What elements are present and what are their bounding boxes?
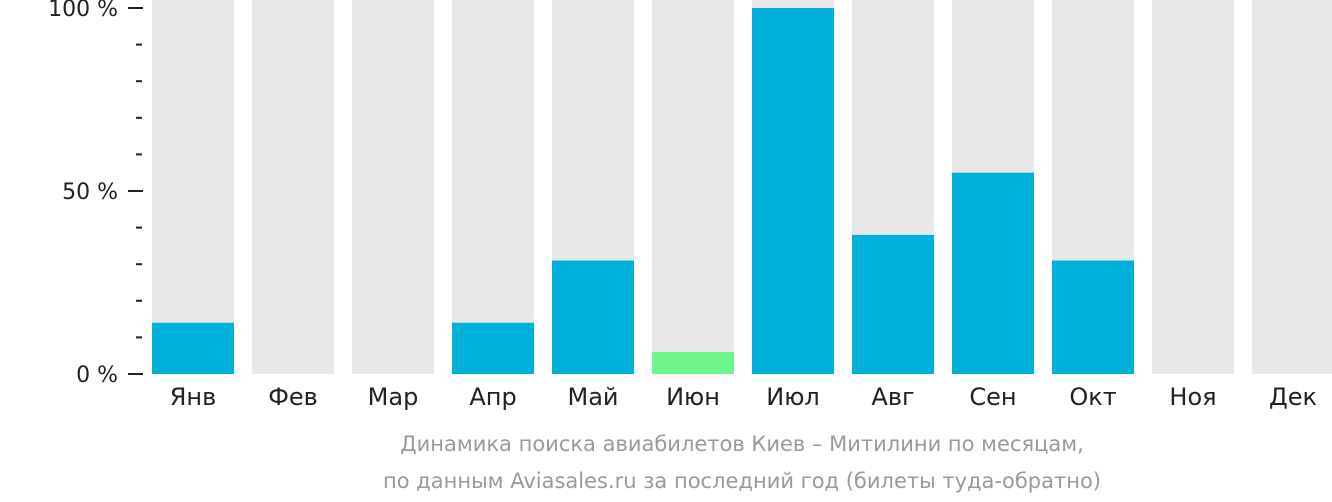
bar-track-group [152,0,1332,374]
bar [952,172,1034,374]
x-tick-label: Ноя [1169,383,1216,411]
x-tick-label: Май [567,383,618,411]
bar [152,322,234,374]
caption-line-2: по данным Aviasales.ru за последний год … [383,469,1101,493]
y-tick-label: 100 % [48,0,118,22]
x-tick-label: Июл [766,383,820,411]
bar-track [252,0,334,374]
bar-track [152,0,234,374]
x-tick-label: Янв [170,383,217,411]
x-tick-label: Дек [1269,383,1317,411]
x-tick-label: Фев [268,383,318,411]
x-tick-label: Окт [1069,383,1116,411]
bar-track [1152,0,1234,374]
bar [452,322,534,374]
bar-group [152,8,1134,374]
bar-track [652,0,734,374]
y-tick-label: 50 % [62,180,118,205]
caption-line-1: Динамика поиска авиабилетов Киев – Митил… [400,432,1084,456]
bar [652,352,734,374]
y-tick-label: 0 % [76,363,118,388]
x-tick-label: Мар [368,383,419,411]
bar [552,260,634,374]
bar-track [1252,0,1332,374]
y-axis: 100 % 50 % 0 % [48,0,143,388]
bar [1052,260,1134,374]
x-tick-label: Авг [871,383,914,411]
bar [852,234,934,374]
x-tick-label: Июн [666,383,720,411]
bar [752,8,834,374]
bar-track [352,0,434,374]
x-tick-label: Апр [469,383,516,411]
x-tick-label: Сен [969,383,1016,411]
x-axis-labels: Янв Фев Мар Апр Май Июн Июл Авг Сен Окт Ноя Дек [170,383,1317,411]
bar-track [452,0,534,374]
